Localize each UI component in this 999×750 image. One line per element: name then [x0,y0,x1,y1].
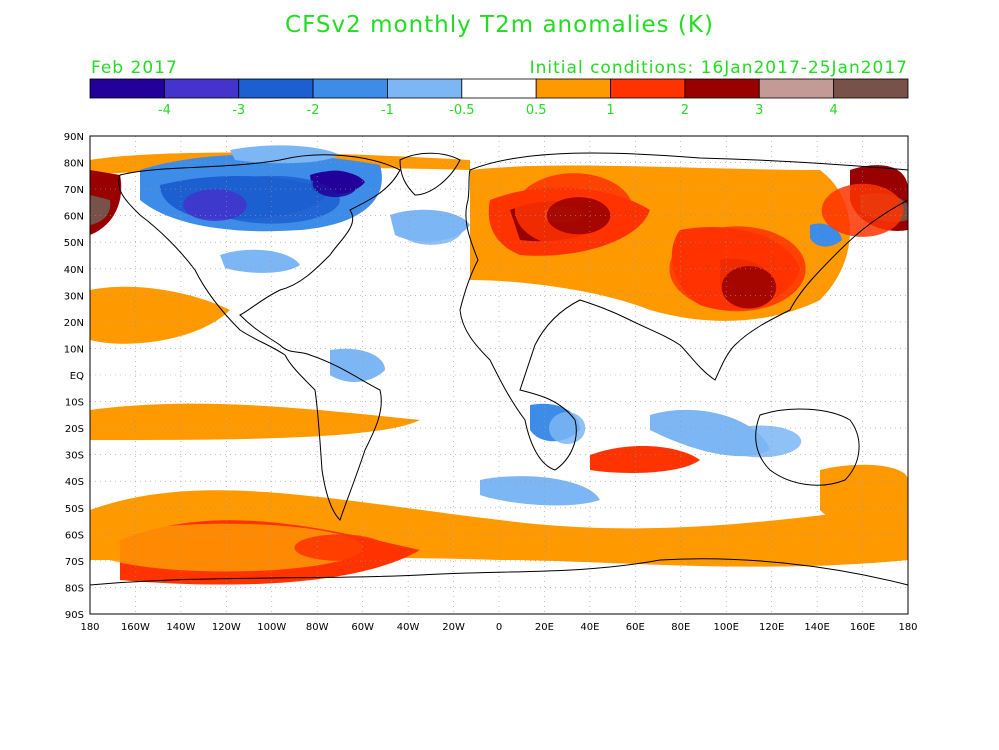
anomaly-patch [721,266,777,309]
longitude-label: 100E [714,622,739,633]
colorbar-swatch-8 [684,78,760,99]
colorbar-swatch-2 [238,78,314,99]
longitude-label: 120E [759,622,784,633]
colorbar-labels: -4 -3 -2 -1 -0.5 0.5 1 2 3 4 [158,103,838,118]
indian-ocean-warm-patch [590,445,700,473]
colorbar-swatch-4 [387,78,463,99]
latitude-label: 60N [64,212,84,223]
antarctic-interior-neutral [90,592,908,614]
longitude-label: 80E [671,622,690,633]
colorbar-swatch-7 [610,78,686,99]
latitude-label: 80S [65,583,84,594]
latitude-label: 20N [64,318,84,329]
colorbar-tick-label: -4 [158,103,171,118]
united-states-cold-patch [220,249,300,273]
australia-coastline [755,408,860,486]
longitude-label: 60E [626,622,645,633]
plot-title: CFSv2 monthly T2m anomalies (K) [285,12,714,38]
anomaly-patch [821,183,904,237]
south-atlantic-cold-patch [480,476,600,506]
latitude-label: 70S [65,557,84,568]
antarctica-coastline [89,558,909,586]
colorbar-swatch-6 [535,78,611,99]
amazon-cold-patch [330,348,385,382]
longitude-label: 140W [166,622,195,633]
colorbar-tick-label: 3 [755,103,763,118]
latitude-label: 70N [64,185,84,196]
longitude-labels: 180 160W 140W 120W 100W 80W 60W 40W 20W 0 20E 40E 60… [80,622,917,633]
longitude-label: 180 [80,622,99,633]
latitude-label: 20S [65,424,84,435]
colorbar-tick-label: 2 [681,103,689,118]
colorbar-tick-label: 0.5 [526,103,547,118]
anomaly-patch [548,412,586,445]
latitude-label: 30N [64,291,84,302]
longitude-label: 20E [535,622,554,633]
latitude-label: 40S [65,477,84,488]
map-frame [89,135,909,615]
latitude-label: 80N [64,159,84,170]
valid-month-label: Feb 2017 [91,58,178,78]
colorbar-tick-label: -1 [381,103,394,118]
latitude-label: EQ [70,371,84,382]
longitude-label: 160E [850,622,875,633]
latitude-label: 10N [64,344,84,355]
anomaly-patch [312,170,359,198]
alaska-extreme-warm-core [90,195,111,225]
anomaly-patch [719,425,802,458]
south-pacific-warm-band [90,403,420,440]
longitude-label: 0 [496,622,502,633]
colorbar [89,78,909,99]
longitude-label: 20W [442,622,465,633]
latitude-labels: 90N 80N 70N 60N 50N 40N 30N 20N 10N EQ 10S 20S 30S 40… [64,132,84,621]
longitude-label: 160W [121,622,150,633]
colorbar-swatch-9 [758,78,835,99]
longitude-label: 140E [804,622,829,633]
anomaly-fields [90,145,908,614]
colorbar-swatch-0 [89,78,165,99]
colorbar-swatch-10 [833,78,909,99]
latitude-label: 50N [64,238,84,249]
colorbar-tick-label: 4 [829,103,837,118]
longitude-label: 40E [580,622,599,633]
latitude-label: 10S [65,398,84,409]
north-pacific-warm-patch [90,286,230,344]
map-panel [89,135,909,615]
anomaly-patch [294,534,386,561]
southwest-pacific-warm-patch [820,464,908,541]
initial-conditions-label: Initial conditions: 16Jan2017-25Jan2017 [529,58,908,78]
longitude-label: 120W [212,622,241,633]
longitude-label: 40W [397,622,420,633]
colorbar-tick-label: -3 [232,103,245,118]
longitude-label: 60W [351,622,374,633]
longitude-label: 80W [306,622,329,633]
latitude-label: 50S [65,504,84,515]
latitude-label: 90S [65,610,84,621]
longitude-label: 100W [257,622,286,633]
colorbar-swatch-5 [461,78,537,99]
arctic-ocean-cold-strip [230,145,340,164]
americas-coastline [118,154,401,521]
colorbar-swatch-1 [163,78,240,99]
latitude-label: 90N [64,132,84,143]
anomaly-patch [183,189,247,221]
colorbar-tick-label: -0.5 [449,103,474,118]
anomaly-patch [399,213,463,245]
latitude-label: 60S [65,530,84,541]
latitude-label: 30S [65,451,84,462]
colorbar-tick-label: 1 [606,103,614,118]
greenland-coastline [399,152,461,196]
anomaly-patch [546,197,611,235]
colorbar-swatch-3 [312,78,388,99]
colorbar-tick-label: -2 [307,103,320,118]
longitude-label: 180 [898,622,917,633]
latitude-label: 40N [64,265,84,276]
anomaly-patch [90,523,363,572]
